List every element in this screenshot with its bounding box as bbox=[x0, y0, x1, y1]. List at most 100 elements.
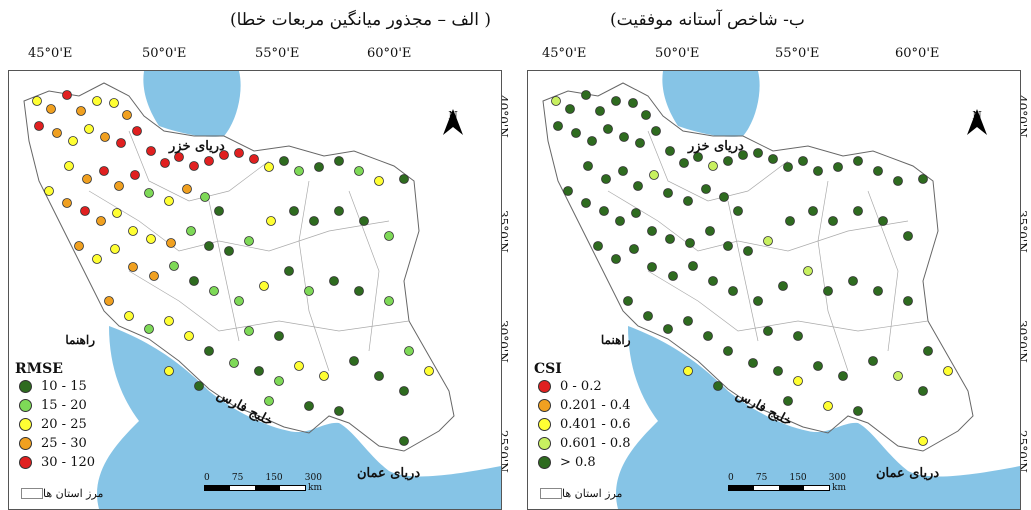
station-dot bbox=[733, 206, 743, 216]
station-dot bbox=[808, 206, 818, 216]
station-dot bbox=[289, 206, 299, 216]
station-dot bbox=[581, 90, 591, 100]
station-dot bbox=[244, 236, 254, 246]
station-dot bbox=[259, 281, 269, 291]
lon-label-45: 45°0'E bbox=[542, 46, 587, 61]
scale-tick: 300 bbox=[304, 473, 322, 483]
scale-bar: 0 75 150 300 km bbox=[728, 473, 846, 493]
caption-rmse: ( الف – مجذور میانگین مربعات خطا) bbox=[230, 10, 491, 30]
legend-item: > 0.8 bbox=[534, 453, 631, 472]
rmse-map-canvas bbox=[23, 71, 501, 509]
station-dot bbox=[124, 311, 134, 321]
legend-item: 15 - 20 bbox=[15, 396, 95, 415]
station-dot bbox=[189, 276, 199, 286]
station-dot bbox=[663, 188, 673, 198]
north-arrow: N bbox=[441, 109, 465, 135]
station-dot bbox=[132, 126, 142, 136]
station-dot bbox=[82, 174, 92, 184]
legend-item: 20 - 25 bbox=[15, 415, 95, 434]
station-dot bbox=[128, 226, 138, 236]
station-dot bbox=[169, 261, 179, 271]
station-dot bbox=[783, 162, 793, 172]
station-dot bbox=[244, 326, 254, 336]
boundary-label: مرز استان ها bbox=[562, 487, 623, 500]
station-dot bbox=[571, 128, 581, 138]
station-dot bbox=[194, 381, 204, 391]
legend-label: 30 - 120 bbox=[41, 455, 96, 470]
station-dot bbox=[631, 208, 641, 218]
boundary-key: مرز استان ها bbox=[17, 487, 103, 500]
legend-heading: RMSE bbox=[15, 361, 63, 377]
station-dot bbox=[186, 226, 196, 236]
station-dot bbox=[354, 286, 364, 296]
station-dot bbox=[708, 161, 718, 171]
station-dot bbox=[164, 316, 174, 326]
station-dot bbox=[853, 206, 863, 216]
legend-label: 0.401 - 0.6 bbox=[560, 417, 631, 432]
station-dot bbox=[565, 104, 575, 114]
station-dot bbox=[918, 436, 928, 446]
station-dot bbox=[146, 234, 156, 244]
station-dot bbox=[643, 311, 653, 321]
caspian-water bbox=[143, 71, 241, 137]
station-dot bbox=[164, 366, 174, 376]
station-dot bbox=[793, 331, 803, 341]
station-dot bbox=[723, 241, 733, 251]
station-dot bbox=[713, 381, 723, 391]
station-dot bbox=[264, 162, 274, 172]
station-dot bbox=[209, 286, 219, 296]
lon-label-55: 55°0'E bbox=[255, 46, 300, 61]
legend-label: 0.201 - 0.4 bbox=[560, 398, 631, 413]
station-dot bbox=[204, 346, 214, 356]
legend-swatch bbox=[538, 380, 551, 393]
scale-ticks: 0 75 150 300 bbox=[728, 473, 846, 483]
province-boundaries bbox=[88, 130, 410, 372]
station-dot bbox=[763, 236, 773, 246]
station-dot bbox=[923, 346, 933, 356]
station-dot bbox=[848, 276, 858, 286]
legend-swatch bbox=[19, 418, 32, 431]
legend-label: > 0.8 bbox=[560, 455, 596, 470]
station-dot bbox=[279, 156, 289, 166]
station-dot bbox=[783, 396, 793, 406]
station-dot bbox=[601, 174, 611, 184]
station-dot bbox=[743, 246, 753, 256]
station-dot bbox=[878, 216, 888, 226]
station-dot bbox=[828, 216, 838, 226]
station-dot bbox=[224, 246, 234, 256]
station-dot bbox=[64, 161, 74, 171]
station-dot bbox=[768, 154, 778, 164]
station-dot bbox=[693, 152, 703, 162]
station-dot bbox=[399, 436, 409, 446]
legend-item: 0 - 0.2 bbox=[534, 377, 631, 396]
station-dot bbox=[384, 231, 394, 241]
station-dot bbox=[685, 238, 695, 248]
station-dot bbox=[581, 198, 591, 208]
station-dot bbox=[903, 296, 913, 306]
station-dot bbox=[92, 96, 102, 106]
boundary-swatch bbox=[540, 488, 562, 499]
legend-label: 10 - 15 bbox=[41, 379, 87, 394]
legend-swatch bbox=[538, 399, 551, 412]
station-dot bbox=[266, 216, 276, 226]
boundary-label: مرز استان ها bbox=[43, 487, 104, 500]
station-dot bbox=[128, 262, 138, 272]
station-dot bbox=[647, 226, 657, 236]
station-dot bbox=[229, 358, 239, 368]
station-dot bbox=[104, 296, 114, 306]
station-dot bbox=[110, 244, 120, 254]
scale-bar-graphic bbox=[204, 485, 306, 491]
station-dot bbox=[603, 124, 613, 134]
station-dot bbox=[334, 156, 344, 166]
station-dot bbox=[668, 271, 678, 281]
station-dot bbox=[100, 132, 110, 142]
legend-item: 0.201 - 0.4 bbox=[534, 396, 631, 415]
station-dot bbox=[563, 186, 573, 196]
station-dot bbox=[219, 150, 229, 160]
scale-ticks: 0 75 150 300 bbox=[204, 473, 322, 483]
rmse-map: N دریای خزر خلیج فارس دریای عمان راهنما … bbox=[8, 70, 502, 510]
station-dot bbox=[254, 366, 264, 376]
station-dot bbox=[112, 208, 122, 218]
rmse-legend: راهنما RMSE 10 - 15 15 - 20 20 - 25 25 - 30… bbox=[15, 333, 95, 472]
gulf-water bbox=[616, 326, 1020, 509]
